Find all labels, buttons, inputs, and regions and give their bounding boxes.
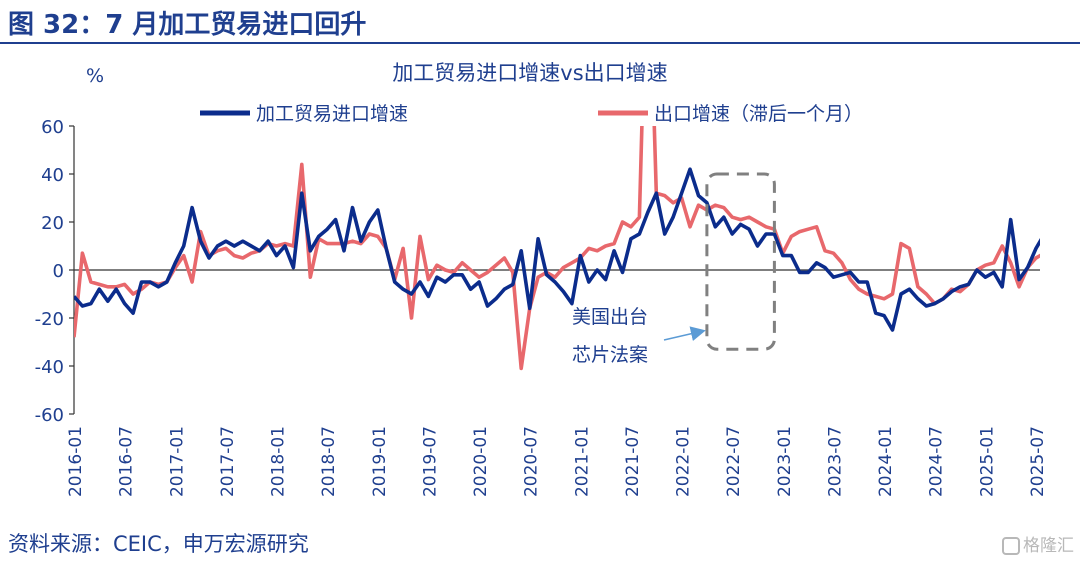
x-tick-label: 2025-07 — [1028, 426, 1048, 497]
watermark: 格隆汇 — [1002, 531, 1074, 556]
legend: 加工贸易进口增速 出口增速（滞后一个月） — [200, 103, 863, 125]
watermark-text: 格隆汇 — [1023, 536, 1074, 556]
annotation-text-line2: 芯片法案 — [572, 344, 648, 366]
x-tick-label: 2019-07 — [420, 426, 440, 497]
x-tick-label: 2017-07 — [218, 426, 238, 497]
y-tick-label: 40 — [41, 165, 64, 186]
annotation-box — [705, 172, 776, 351]
y-tick-label: 20 — [41, 213, 64, 234]
x-tick-label: 2020-07 — [522, 426, 542, 497]
annotation-text-line1: 美国出台 — [572, 306, 648, 328]
chart-title: 加工贸易进口增速vs出口增速 — [392, 61, 667, 85]
axes: -60 -40 -20 0 20 40 60 2016-01 2016-07 2017-01 201… — [35, 117, 1048, 497]
x-tick-label: 2018-01 — [269, 426, 289, 497]
legend-label-import: 加工贸易进口增速 — [256, 103, 408, 125]
y-tick-label: 0 — [53, 261, 64, 282]
x-tick-label: 2021-01 — [572, 426, 592, 497]
x-tick-label: 2024-01 — [876, 426, 896, 497]
x-tick-label: 2023-07 — [825, 426, 845, 497]
y-axis-label: % — [86, 65, 104, 87]
x-tick-label: 2022-01 — [674, 426, 694, 497]
x-tick-label: 2016-07 — [117, 426, 137, 497]
watermark-logo-icon — [1002, 537, 1020, 555]
x-tick-label: 2024-07 — [927, 426, 947, 497]
legend-label-export: 出口增速（滞后一个月） — [654, 103, 863, 125]
x-tick-label: 2022-07 — [724, 426, 744, 497]
series-line-0 — [74, 167, 1040, 332]
x-tick-label: 2021-07 — [623, 426, 643, 497]
x-tick-label: 2025-01 — [977, 426, 997, 497]
annotation-arrow — [663, 326, 706, 342]
series-layer — [74, 126, 1040, 371]
x-tick-label: 2018-07 — [319, 426, 339, 497]
y-tick-label: -60 — [35, 405, 64, 426]
figure-header: 图 32：7 月加工贸易进口回升 — [0, 0, 1080, 44]
figure-title: 图 32：7 月加工贸易进口回升 — [8, 10, 367, 40]
line-chart: 加工贸易进口增速vs出口增速 % 加工贸易进口增速 出口增速（滞后一个月） -6… — [35, 61, 1048, 497]
x-tick-label: 2019-01 — [370, 426, 390, 497]
x-tick-label: 2023-01 — [775, 426, 795, 497]
y-tick-label: -20 — [35, 309, 64, 330]
y-tick-label: -40 — [35, 357, 64, 378]
x-tick-label: 2020-01 — [471, 426, 491, 497]
x-tick-label: 2017-01 — [167, 426, 187, 497]
x-tick-label: 2016-01 — [66, 426, 86, 497]
title-rule — [0, 42, 1080, 44]
source-note: 资料来源：CEIC，申万宏源研究 — [8, 532, 309, 556]
y-tick-label: 60 — [41, 117, 64, 138]
